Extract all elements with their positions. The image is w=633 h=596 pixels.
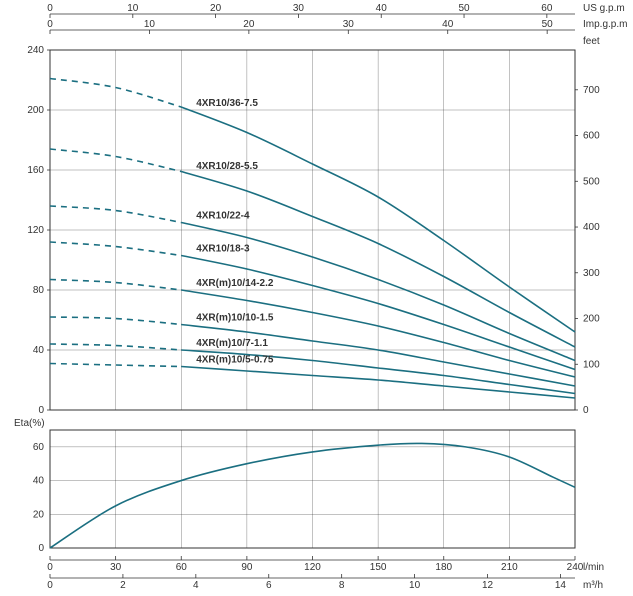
svg-text:600: 600 (583, 131, 600, 142)
axis-label-us-gpm: US g.p.m (583, 3, 625, 14)
svg-text:500: 500 (583, 176, 600, 187)
svg-text:150: 150 (370, 562, 387, 573)
series-label: 4XR10/18-3 (196, 244, 250, 255)
svg-text:50: 50 (458, 3, 470, 14)
axis-label-eta: Eta(%) (14, 418, 45, 429)
svg-text:180: 180 (435, 562, 452, 573)
svg-text:90: 90 (241, 562, 253, 573)
svg-text:40: 40 (376, 3, 388, 14)
svg-text:6: 6 (266, 580, 272, 591)
svg-text:0: 0 (583, 405, 589, 416)
svg-text:30: 30 (293, 3, 305, 14)
svg-text:4: 4 (193, 580, 199, 591)
svg-text:120: 120 (27, 225, 44, 236)
series-label: 4XR10/28-5.5 (196, 161, 258, 172)
svg-text:200: 200 (583, 314, 600, 325)
svg-text:40: 40 (442, 19, 454, 30)
svg-text:0: 0 (47, 3, 53, 14)
svg-text:2: 2 (120, 580, 126, 591)
svg-text:0: 0 (38, 543, 44, 554)
svg-text:12: 12 (482, 580, 494, 591)
svg-text:40: 40 (33, 476, 45, 487)
svg-text:40: 40 (33, 345, 45, 356)
svg-text:0: 0 (47, 562, 53, 573)
svg-text:400: 400 (583, 222, 600, 233)
svg-text:240: 240 (567, 562, 584, 573)
svg-text:20: 20 (210, 3, 222, 14)
svg-text:50: 50 (542, 19, 554, 30)
svg-text:30: 30 (343, 19, 355, 30)
svg-text:80: 80 (33, 285, 45, 296)
svg-text:210: 210 (501, 562, 518, 573)
svg-text:10: 10 (409, 580, 421, 591)
svg-text:20: 20 (33, 509, 45, 520)
svg-text:30: 30 (110, 562, 122, 573)
svg-text:60: 60 (176, 562, 188, 573)
svg-text:8: 8 (339, 580, 345, 591)
svg-text:10: 10 (144, 19, 156, 30)
series-label: 4XR(m)10/14-2.2 (196, 278, 274, 289)
svg-text:240: 240 (27, 45, 44, 56)
svg-text:60: 60 (541, 3, 553, 14)
svg-text:300: 300 (583, 268, 600, 279)
pump-performance-chart: 0102030405060US g.p.m01020304050Imp.g.p.… (0, 0, 633, 596)
svg-text:0: 0 (38, 405, 44, 416)
svg-text:60: 60 (33, 442, 45, 453)
svg-text:160: 160 (27, 165, 44, 176)
axis-label-imp-gpm: Imp.g.p.m (583, 19, 627, 30)
svg-text:0: 0 (47, 19, 53, 30)
svg-text:100: 100 (583, 359, 600, 370)
svg-text:0: 0 (47, 580, 53, 591)
series-label: 4XR10/22-4 (196, 211, 250, 222)
axis-label-feet: feet (583, 36, 600, 47)
svg-text:700: 700 (583, 85, 600, 96)
svg-text:200: 200 (27, 105, 44, 116)
svg-text:10: 10 (127, 3, 139, 14)
svg-text:20: 20 (243, 19, 255, 30)
series-label: 4XR10/36-7.5 (196, 98, 258, 109)
series-label: 4XR(m)10/7-1.1 (196, 338, 268, 349)
axis-label-lmin: l/min (583, 562, 604, 573)
svg-text:14: 14 (555, 580, 567, 591)
svg-text:120: 120 (304, 562, 321, 573)
series-label: 4XR(m)10/5-0.75 (196, 355, 274, 366)
series-label: 4XR(m)10/10-1.5 (196, 313, 274, 324)
axis-label-m3h: m³/h (583, 580, 603, 591)
